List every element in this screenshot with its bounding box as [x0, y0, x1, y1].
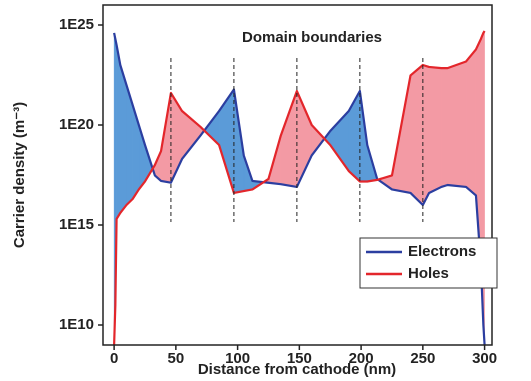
fill-between [280, 90, 298, 188]
x-tick-label: 200 [349, 350, 374, 367]
fill-between [483, 30, 485, 345]
fill-between [116, 44, 121, 220]
fill-between [465, 48, 477, 197]
x-tick-label: 100 [225, 350, 250, 367]
series-line [113, 32, 486, 345]
y-tick-label: 1E20 [59, 116, 94, 133]
x-tick-label: 300 [472, 350, 497, 367]
legend-label: Holes [408, 265, 449, 282]
x-axis-label: Distance from cathode (nm) [198, 361, 396, 378]
fill-between [410, 64, 424, 206]
fill-between [218, 88, 235, 194]
plot-frame [102, 4, 493, 346]
y-tick-label: 1E10 [59, 316, 94, 333]
annotation: Domain boundaries [242, 29, 382, 46]
legend-label: Electrons [408, 243, 476, 260]
fill-between [441, 67, 448, 188]
x-tick-label: 150 [287, 350, 312, 367]
fill-between [348, 90, 361, 183]
x-tick-label: 0 [110, 350, 118, 367]
fill-between [428, 66, 442, 194]
y-tick-label: 1E25 [59, 16, 94, 33]
x-tick-label: 250 [410, 350, 435, 367]
x-tick-label: 50 [168, 350, 185, 367]
fill-between [120, 64, 127, 214]
series-line [113, 30, 486, 345]
y-tick-label: 1E15 [59, 216, 94, 233]
y-axis-label: Carrier density (m⁻³) [11, 102, 28, 248]
fill-between [447, 61, 467, 188]
legend-box [359, 237, 498, 289]
fill-between [422, 64, 430, 206]
